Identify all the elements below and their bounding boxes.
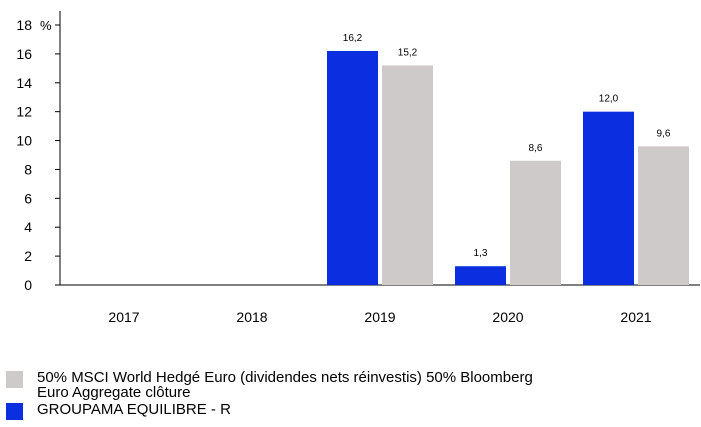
bar-fund: [455, 266, 506, 285]
y-tick-label: 18: [16, 17, 32, 33]
legend-label-fund: GROUPAMA EQUILIBRE - R: [37, 401, 231, 418]
x-tick-label: 2019: [364, 309, 395, 325]
bar-chart: 0 2 4 6 8 10 12 14 16 18 2017 2018 2019 2020 2021 16,…: [16, 11, 700, 325]
y-tick-label: 16: [16, 46, 32, 62]
legend-swatch-benchmark: [6, 371, 23, 388]
y-tick-label: 10: [16, 133, 32, 149]
y-axis-unit-label: %: [40, 18, 52, 33]
y-tick-label: 4: [24, 219, 32, 235]
x-tick-label: 2018: [236, 309, 267, 325]
y-tick-label: 2: [24, 248, 32, 264]
y-tick-label: 14: [16, 75, 32, 91]
bar-value-label: 16,2: [343, 33, 363, 44]
legend-label-benchmark: 50% MSCI World Hedgé Euro (dividendes ne…: [37, 369, 533, 401]
legend: 50% MSCI World Hedgé Euro (dividendes ne…: [6, 370, 696, 422]
bar-value-label: 1,3: [474, 248, 488, 259]
bar-fund: [327, 51, 378, 285]
legend-swatch-fund: [6, 403, 23, 420]
x-axis: 2017 2018 2019 2020 2021: [60, 284, 700, 325]
y-axis: 0 2 4 6 8 10 12 14 16 18: [16, 11, 61, 293]
y-tick-label: 12: [16, 104, 32, 120]
y-tick-label: 8: [24, 161, 32, 177]
bars: [327, 51, 689, 286]
bar-fund: [583, 111, 634, 286]
x-tick-label: 2020: [492, 309, 523, 325]
bar-benchmark: [638, 146, 689, 285]
y-tick-label: 0: [24, 277, 32, 293]
bar-value-label: 8,6: [529, 143, 543, 154]
bar-benchmark: [510, 160, 561, 285]
bar-benchmark: [382, 65, 433, 285]
x-tick-label: 2021: [620, 309, 651, 325]
legend-item-benchmark: 50% MSCI World Hedgé Euro (dividendes ne…: [6, 370, 696, 400]
x-tick-label: 2017: [108, 309, 139, 325]
bar-value-label: 15,2: [398, 47, 418, 58]
bar-value-label: 12,0: [599, 94, 619, 105]
legend-item-fund: GROUPAMA EQUILIBRE - R: [6, 402, 696, 420]
bar-value-label: 9,6: [657, 128, 671, 139]
value-labels: 16,2 1,3 12,0 15,2 8,6 9,6: [343, 33, 671, 259]
y-tick-label: 6: [24, 190, 32, 206]
